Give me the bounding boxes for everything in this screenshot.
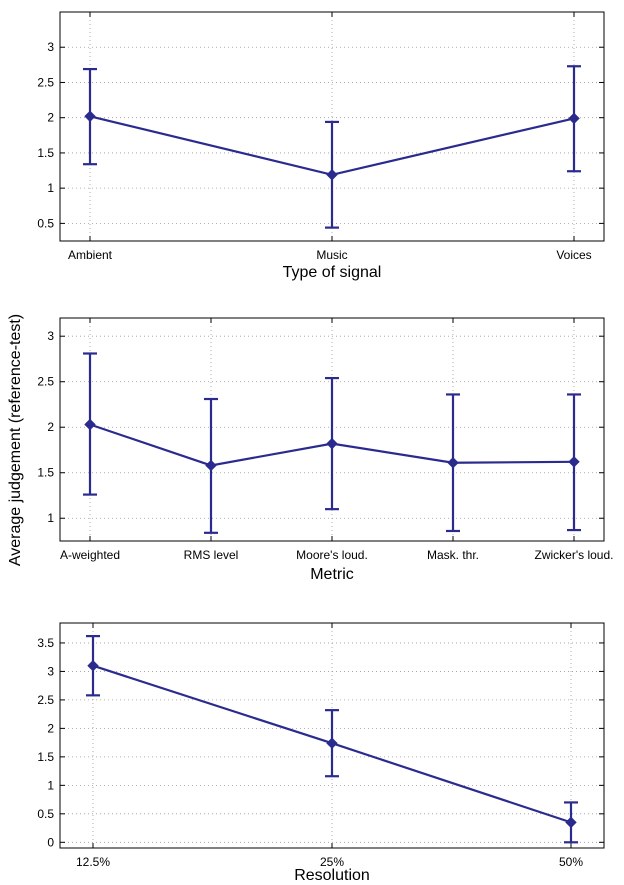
x-tick-label: 25% <box>320 855 344 869</box>
data-point <box>565 816 577 829</box>
y-tick-label: 3 <box>47 664 54 678</box>
x-tick-label: Voices <box>556 248 591 262</box>
x-tick-label: Music <box>316 248 347 262</box>
y-tick-label: 0.5 <box>37 807 54 821</box>
y-tick-label: 1.5 <box>37 146 54 160</box>
y-tick-label: 2 <box>47 721 54 735</box>
y-tick-label: 2 <box>47 111 54 125</box>
data-point <box>205 459 217 472</box>
y-tick-label: 0.5 <box>37 216 54 230</box>
x-tick-label: RMS level <box>184 548 239 562</box>
data-point <box>326 737 338 749</box>
shared-y-axis-label: Average judgement (reference-test) <box>7 314 24 566</box>
x-axis-title: Metric <box>310 566 354 583</box>
x-tick-label: Moore's loud. <box>296 548 368 562</box>
y-tick-label: 2 <box>47 420 54 434</box>
x-tick-label: 50% <box>559 855 583 869</box>
y-tick-label: 3 <box>47 329 54 343</box>
x-axis-title: Type of signal <box>283 264 382 281</box>
data-point <box>84 418 96 431</box>
y-tick-label: 1 <box>47 511 54 525</box>
y-tick-label: 0 <box>47 835 54 849</box>
data-point <box>447 457 459 469</box>
y-tick-label: 1.5 <box>37 750 54 764</box>
plot-frame <box>59 317 605 542</box>
y-tick-label: 1 <box>47 778 54 792</box>
y-tick-label: 1.5 <box>37 466 54 480</box>
x-tick-label: A-weighted <box>60 548 120 562</box>
x-tick-label: Zwicker's loud. <box>535 548 614 562</box>
chart-panel-2: 1 1.5 2 2.5 3 A-weighted RMS level Moore's loud… <box>37 317 614 583</box>
y-tick-label: 2.5 <box>37 75 54 89</box>
data-point <box>568 112 580 125</box>
y-tick-label: 1 <box>47 181 54 195</box>
data-point <box>87 660 99 672</box>
data-point <box>326 437 338 450</box>
x-tick-label: 12.5% <box>76 855 110 869</box>
x-tick-label: Ambient <box>68 248 113 262</box>
y-tick-label: 3.5 <box>37 636 54 650</box>
chart-panel-1: 0.5 1 1.5 2 2.5 3 Ambient Music Voices Type of si… <box>37 11 605 281</box>
plot-frame <box>59 622 605 849</box>
y-tick-label: 3 <box>47 40 54 54</box>
y-tick-label: 2.5 <box>37 693 54 707</box>
data-point <box>84 110 96 122</box>
data-point <box>326 169 338 181</box>
x-axis-title: Resolution <box>294 867 370 884</box>
data-point <box>568 456 580 468</box>
x-tick-label: Mask. thr. <box>427 548 479 562</box>
y-tick-label: 2.5 <box>37 375 54 389</box>
plot-frame <box>59 11 605 242</box>
chart-panel-3: 0 0.5 1 1.5 2 2.5 3 3.5 12.5% 25% 50% Resolution <box>37 622 605 884</box>
